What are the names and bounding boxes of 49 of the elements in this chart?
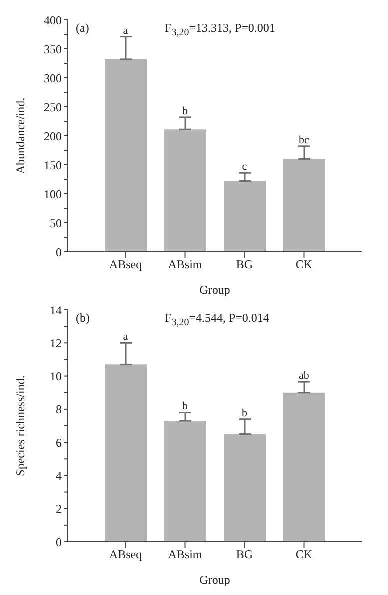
y-tick-label: 2 [56, 502, 62, 516]
x-tick-label: ABsim [168, 258, 203, 272]
x-tick-label: ABsim [168, 548, 203, 562]
annotation: bc [299, 134, 310, 146]
x-axis-title: Group [200, 283, 230, 297]
y-tick-label: 6 [56, 436, 62, 450]
x-tick-label: ABseq [109, 258, 142, 272]
y-tick-label: 300 [44, 71, 62, 86]
y-tick-label: 12 [50, 336, 62, 350]
bar [164, 421, 206, 542]
bar [284, 392, 326, 542]
y-tick-label: 50 [50, 216, 62, 230]
y-tick-label: 0 [56, 245, 62, 260]
x-tick-label: CK [296, 258, 313, 272]
y-tick-label: 14 [50, 303, 62, 318]
y-tick-label: 250 [44, 100, 62, 114]
bar [224, 181, 266, 252]
annotation: (b) [76, 311, 90, 326]
bar [105, 364, 147, 542]
annotation: a [123, 331, 128, 344]
x-tick-label: BG [236, 548, 254, 562]
annotation: b [182, 400, 188, 413]
bar [284, 159, 326, 252]
y-tick-label: 400 [44, 13, 62, 28]
y-tick-label: 350 [44, 42, 62, 56]
y-tick-label: 150 [44, 158, 62, 172]
y-tick-label: 8 [56, 402, 62, 417]
y-tick-label: 10 [50, 370, 62, 384]
bar [224, 434, 266, 542]
x-tick-label: CK [296, 548, 313, 562]
annotation: b [242, 407, 248, 420]
annotation: ab [299, 370, 310, 382]
annotation: b [182, 105, 188, 118]
annotation: (a) [76, 21, 90, 36]
annotation: a [123, 24, 128, 37]
y-tick-label: 200 [44, 129, 62, 144]
y-axis-title: Species richness/ind. [13, 376, 28, 476]
bar [105, 59, 147, 252]
annotation: F$_{3,20}$=13.313, P=0.001 [165, 21, 276, 38]
annotation: F$_{3,20}$=4.544, P=0.014 [165, 311, 270, 328]
x-tick-label: BG [236, 258, 254, 272]
y-tick-label: 4 [56, 468, 62, 483]
x-tick-label: ABseq [109, 548, 142, 562]
x-axis-title: Group [200, 573, 230, 587]
y-tick-label: 100 [44, 187, 62, 202]
y-axis-title: Abundance/ind. [13, 98, 28, 174]
annotation: c [242, 161, 248, 174]
bar [164, 130, 206, 252]
y-tick-label: 0 [56, 535, 62, 550]
